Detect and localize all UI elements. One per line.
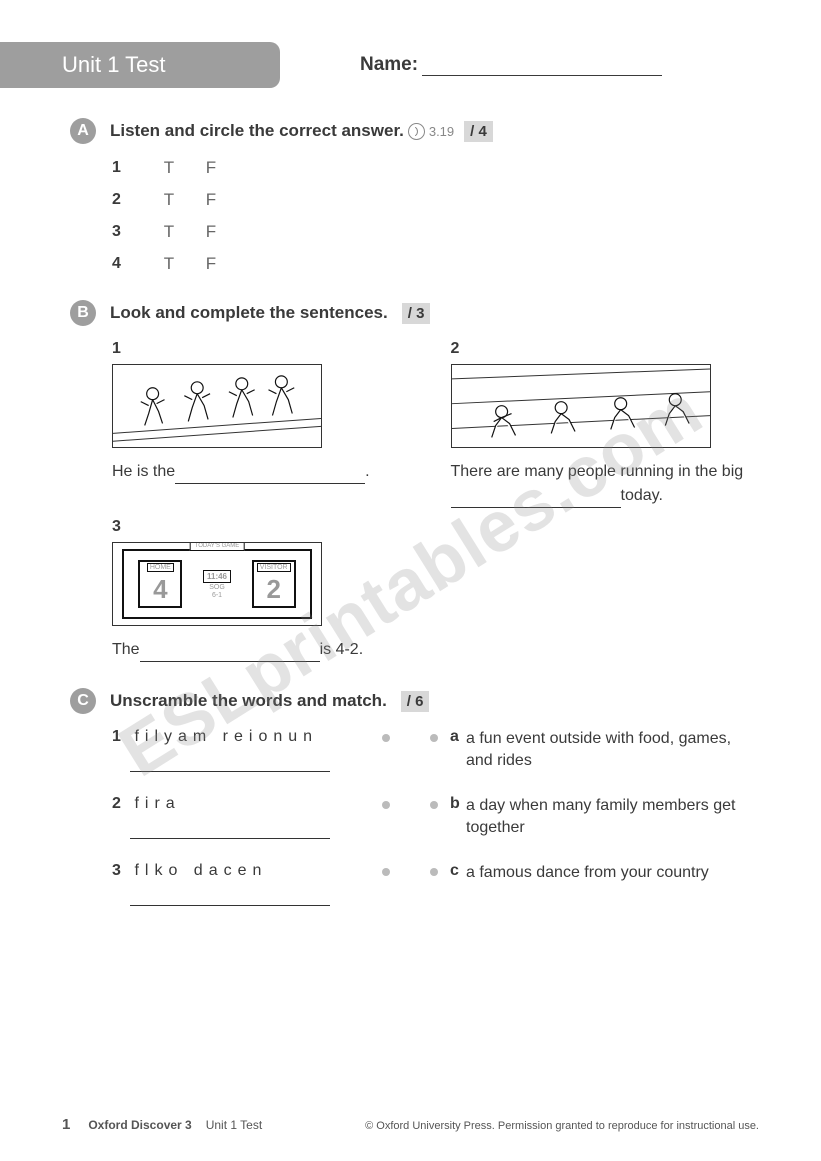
b1-num: 1 [112,340,421,358]
tf-false[interactable]: F [190,254,232,274]
track-number: 3.19 [429,124,454,139]
footer-book: Oxford Discover 3 [88,1118,191,1132]
name-label: Name: [360,54,662,76]
tf-true[interactable]: T [148,222,190,242]
badge-a: A [70,118,96,144]
audio-icon [408,123,425,140]
c-definition: a day when many family members get toget… [466,795,759,840]
scoreboard-time: 11:46 [203,570,231,583]
b2-image [451,364,711,448]
match-row: 1 filyam reionun aa fun event outside wit… [112,728,759,773]
tf-row: 3TF [112,222,759,242]
c-num: 3 [112,862,130,880]
b1-image [112,364,322,448]
tf-row: 4TF [112,254,759,274]
scrambled-word: flko dacen [134,862,267,879]
instruction-c: Unscramble the words and match. [110,691,387,711]
score-a: / 4 [464,121,493,142]
match-dot-left[interactable] [382,801,390,809]
tf-true[interactable]: T [148,254,190,274]
tf-num: 1 [112,159,148,177]
answer-line[interactable] [130,754,330,772]
name-input-line[interactable] [422,60,662,76]
b3-sentence: The is 4-2. [112,638,421,662]
c-num: 2 [112,795,130,813]
scoreboard-today: TODAY'S GAME [190,542,245,551]
b-item-3: 3 TODAY'S GAME HOME 4 11:46SOG6-1 VISITOR… [112,518,421,662]
b1-sentence: He is the. [112,460,421,484]
tf-num: 4 [112,255,148,273]
match-dot-right[interactable] [430,801,438,809]
match-dot-right[interactable] [430,734,438,742]
answer-line[interactable] [130,888,330,906]
header: Unit 1 Test Name: [62,42,759,88]
b1-post: . [365,463,369,480]
b-item-1: 1 He is the. [112,340,421,508]
c-num: 1 [112,728,130,746]
b2-t3: today. [621,487,663,504]
page-number: 1 [62,1116,70,1133]
match-dot-right[interactable] [430,868,438,876]
tf-false[interactable]: F [190,222,232,242]
answer-line[interactable] [130,821,330,839]
instruction-b: Look and complete the sentences. [110,303,388,323]
home-label: HOME [147,563,174,572]
sog-label: SOG [209,584,225,591]
b2-t2: big [722,463,743,480]
instruction-a: Listen and circle the correct answer. [110,121,404,141]
sog-value: 6-1 [212,592,222,599]
c-letter: a [450,728,466,773]
b2-sentence: There are many people running in the big… [451,460,760,508]
c-definition: a fun event outside with food, games, an… [466,728,759,773]
name-label-text: Name: [360,54,418,75]
section-b: B Look and complete the sentences. / 3 1… [62,300,759,662]
badge-b: B [70,300,96,326]
tf-false[interactable]: F [190,158,232,178]
tf-row: 1TF [112,158,759,178]
badge-c: C [70,688,96,714]
b3-image: TODAY'S GAME HOME 4 11:46SOG6-1 VISITOR 2 [112,542,322,626]
tf-num: 3 [112,223,148,241]
b3-blank[interactable] [140,648,320,662]
section-c: C Unscramble the words and match. / 6 1 … [62,688,759,906]
b3-pre: The [112,641,140,658]
visitor-label: VISITOR [257,563,291,572]
tf-false[interactable]: F [190,190,232,210]
b3-num: 3 [112,518,421,536]
footer-copyright: © Oxford University Press. Permission gr… [365,1120,759,1132]
footer: 1 Oxford Discover 3 Unit 1 Test © Oxford… [0,1116,821,1133]
b1-pre: He is the [112,463,175,480]
section-a: A Listen and circle the correct answer. … [62,118,759,274]
tf-true[interactable]: T [148,158,190,178]
tf-num: 2 [112,191,148,209]
b2-t1: There are many people running in the [451,463,718,480]
footer-unit: Unit 1 Test [206,1118,262,1132]
b3-post: is 4-2. [320,641,364,658]
c-definition: a famous dance from your country [466,862,709,906]
score-c: / 6 [401,691,430,712]
b2-num: 2 [451,340,760,358]
scrambled-word: filyam reionun [134,728,318,745]
b1-blank[interactable] [175,470,365,484]
score-b: / 3 [402,303,431,324]
c-letter: c [450,862,466,906]
match-dot-left[interactable] [382,734,390,742]
scrambled-word: fira [134,795,180,812]
c-letter: b [450,795,466,840]
b-item-2: 2 There are many people running in the b… [451,340,760,508]
visitor-score: 2 [266,574,280,605]
b2-blank[interactable] [451,494,621,508]
unit-title: Unit 1 Test [0,42,280,88]
home-score: 4 [153,574,167,605]
match-row: 2 fira ba day when many family members ge… [112,795,759,840]
match-row: 3 flko dacen ca famous dance from your co… [112,862,759,906]
tf-row: 2TF [112,190,759,210]
match-dot-left[interactable] [382,868,390,876]
tf-true[interactable]: T [148,190,190,210]
